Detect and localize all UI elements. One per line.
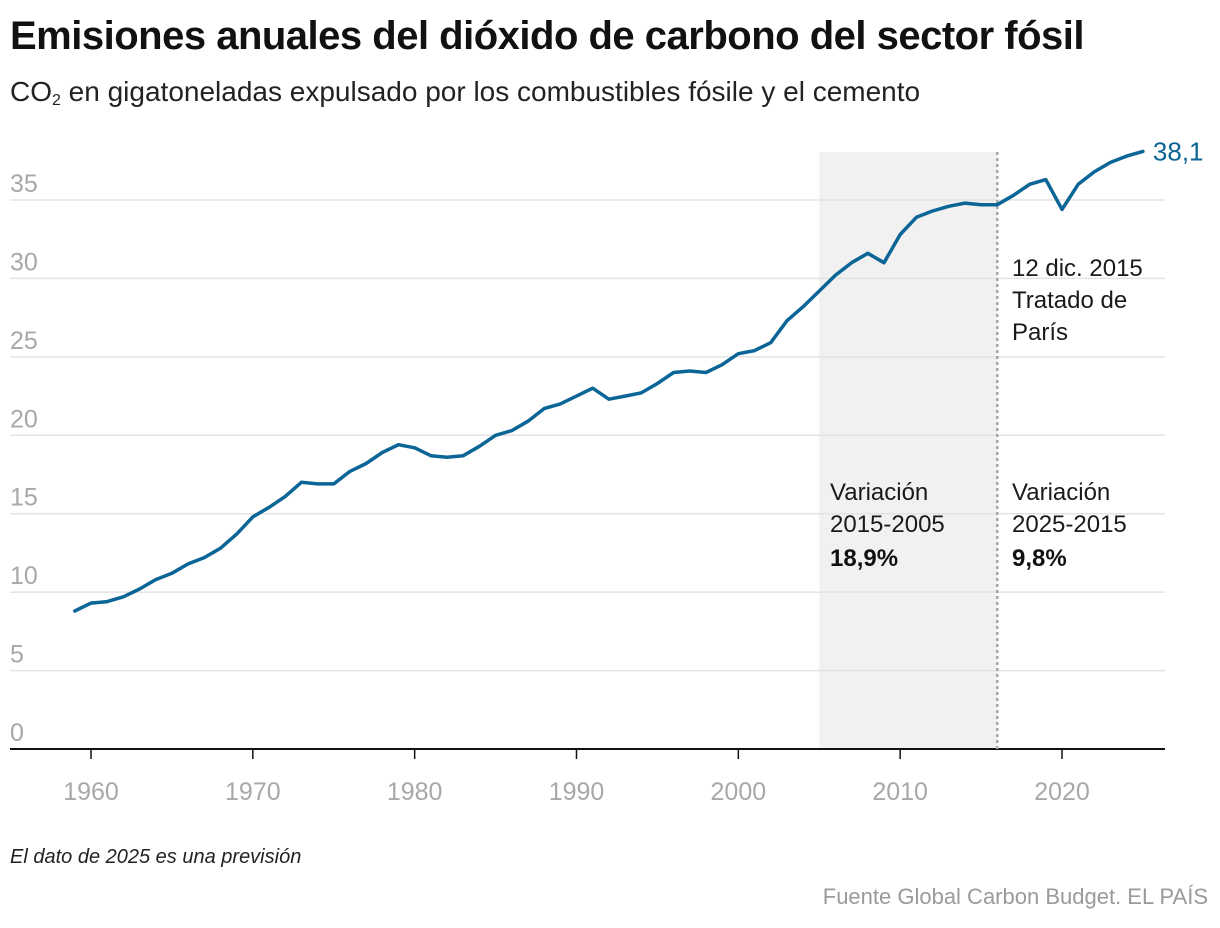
variation1-label-line2: 2015-2005 [830, 511, 945, 538]
y-tick-0: 0 [10, 719, 24, 747]
chart-subtitle: CO2 en gigatoneladas expulsado por los c… [10, 76, 920, 110]
subtitle-text: en gigatoneladas expulsado por los combu… [60, 76, 921, 107]
x-tick-1980: 1980 [387, 778, 443, 806]
y-tick-35: 35 [10, 170, 38, 198]
emissions-line-chart: 0 5 10 15 20 25 30 35 1960 1970 1980 1990 2000 2010 2… [10, 136, 1204, 806]
x-tick-2010: 2010 [872, 778, 928, 806]
shaded-period-band [819, 152, 998, 749]
forecast-note: El dato de 2025 es una previsión [10, 846, 302, 868]
x-axis-ticks: 1960 1970 1980 1990 2000 2010 2020 [63, 749, 1090, 806]
variation2-label-line1: Variación [1012, 479, 1110, 506]
x-tick-1970: 1970 [225, 778, 281, 806]
subtitle-subscript: 2 [52, 92, 61, 109]
subtitle-co: CO [10, 76, 52, 107]
x-tick-1960: 1960 [63, 778, 119, 806]
variation2-value: 9,8% [1012, 545, 1067, 572]
y-tick-20: 20 [10, 405, 38, 433]
chart-title: Emisiones anuales del dióxido de carbono… [10, 14, 1085, 58]
variation2-label-line2: 2025-2015 [1012, 511, 1127, 538]
variation1-label-line1: Variación [830, 479, 928, 506]
y-tick-30: 30 [10, 248, 38, 276]
y-tick-10: 10 [10, 562, 38, 590]
y-tick-15: 15 [10, 484, 38, 512]
x-tick-2020: 2020 [1034, 778, 1090, 806]
variation1-value: 18,9% [830, 545, 898, 572]
source-credit: Fuente Global Carbon Budget. EL PAÍS [822, 884, 1208, 909]
y-axis-ticks: 0 5 10 15 20 25 30 35 [10, 170, 38, 747]
y-tick-25: 25 [10, 327, 38, 355]
y-tick-5: 5 [10, 641, 24, 669]
x-tick-2000: 2000 [711, 778, 767, 806]
series-data-points [74, 151, 1143, 612]
treaty-annotation-line2: Tratado de [1012, 287, 1127, 314]
treaty-annotation-line3: París [1012, 319, 1068, 346]
treaty-annotation-line1: 12 dic. 2015 [1012, 255, 1143, 282]
end-value-label: 38,1 [1153, 136, 1204, 166]
grid-lines [10, 199, 1165, 672]
x-tick-1990: 1990 [549, 778, 605, 806]
